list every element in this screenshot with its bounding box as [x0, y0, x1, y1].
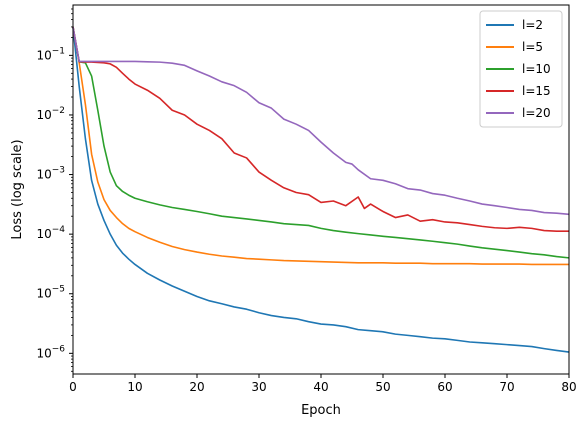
series-line-2 — [72, 26, 569, 266]
legend-entry: l=20 — [522, 106, 551, 120]
y-tick-label: 10−5 — [36, 285, 65, 301]
x-tick-label: 40 — [313, 380, 328, 394]
x-tick-label: 20 — [189, 380, 204, 394]
legend-box — [479, 10, 563, 128]
series-line-3 — [72, 26, 570, 259]
y-tick-label: 10−2 — [36, 106, 65, 122]
legend-entry: l=10 — [522, 62, 551, 76]
y-tick-label: 10−3 — [36, 166, 65, 182]
legend-entry: l=15 — [522, 84, 551, 98]
x-tick-label: 60 — [437, 380, 452, 394]
y-tick-label: 10−4 — [36, 225, 65, 241]
x-tick-label: 30 — [251, 380, 266, 394]
legend-entry: l=2 — [522, 18, 543, 32]
x-tick-label: 10 — [127, 380, 142, 394]
series-line-1 — [72, 26, 570, 353]
x-tick-label: 70 — [499, 380, 514, 394]
x-tick-label: 0 — [69, 380, 77, 394]
y-tick-label: 10−6 — [36, 344, 65, 360]
x-axis-label: Epoch — [301, 403, 341, 418]
legend: l=2 l=5 l=10 l=15 l=20 — [479, 10, 563, 128]
series-line-4 — [72, 26, 569, 233]
legend-entry: l=5 — [522, 40, 543, 54]
x-axis-ticks: 0 10 20 30 40 50 60 70 80 — [69, 374, 577, 394]
y-axis-label: Loss (log scale) — [10, 139, 25, 239]
y-axis-ticks: 10−6 10−5 10−4 10−3 10−2 10−1 — [36, 8, 73, 372]
series-layer — [72, 26, 570, 353]
series-line-5 — [72, 26, 570, 216]
x-tick-label: 50 — [375, 380, 390, 394]
y-tick-label: 10−1 — [36, 46, 65, 62]
x-tick-label: 80 — [561, 380, 576, 394]
